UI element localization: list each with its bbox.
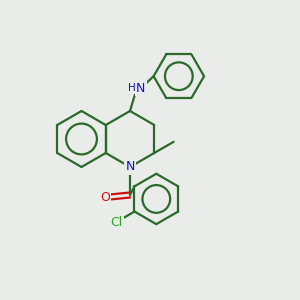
Text: O: O [100, 190, 110, 204]
Text: N: N [125, 160, 135, 173]
Text: Cl: Cl [110, 215, 122, 229]
Text: H: H [128, 83, 136, 93]
Text: N: N [136, 82, 146, 95]
